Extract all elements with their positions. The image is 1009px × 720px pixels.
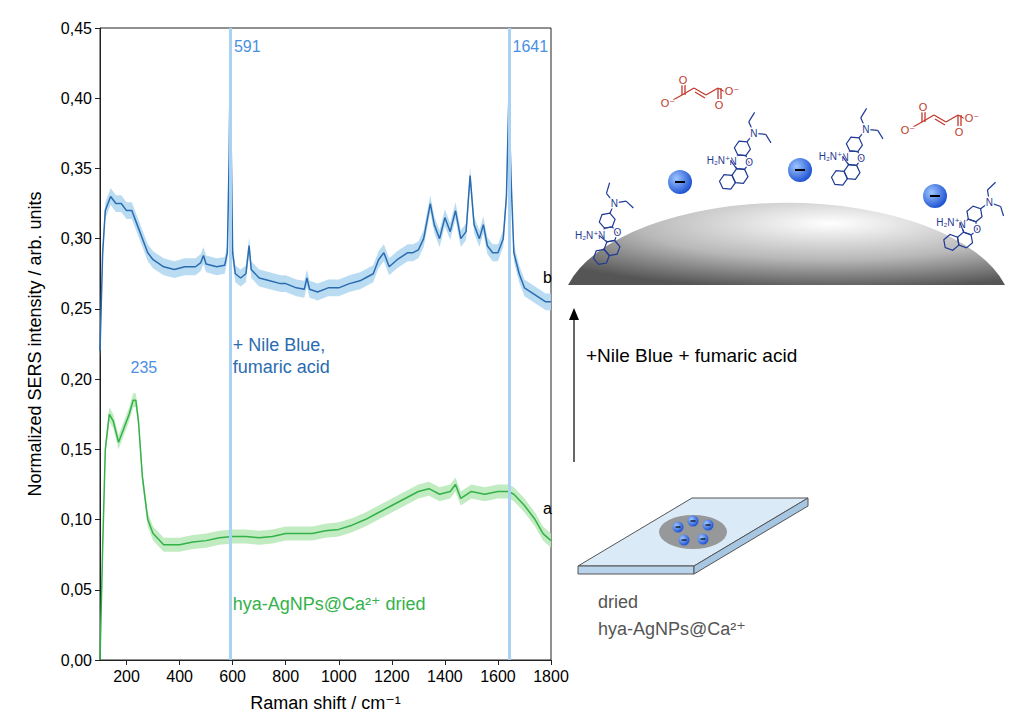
- svg-text:N: N: [611, 198, 618, 209]
- svg-text:0,35: 0,35: [61, 160, 92, 177]
- svg-text:0,10: 0,10: [61, 511, 92, 528]
- svg-text:1200: 1200: [374, 668, 410, 685]
- svg-text:0,20: 0,20: [61, 371, 92, 388]
- svg-text:0,00: 0,00: [61, 652, 92, 669]
- svg-text:1000: 1000: [321, 668, 357, 685]
- svg-text:Normalized SERS intensity / ar: Normalized SERS intensity / arb. units: [25, 191, 45, 496]
- svg-text:H₂N⁺: H₂N⁺: [707, 155, 731, 166]
- svg-text:0,45: 0,45: [61, 20, 92, 37]
- svg-text:N: N: [750, 128, 757, 139]
- svg-text:O: O: [715, 99, 724, 111]
- svg-text:1641: 1641: [513, 38, 549, 55]
- svg-text:O⁻: O⁻: [901, 124, 916, 136]
- svg-text:hya-AgNPs@Ca²⁺: hya-AgNPs@Ca²⁺: [598, 619, 746, 639]
- svg-text:235: 235: [131, 359, 158, 376]
- svg-text:1800: 1800: [533, 668, 569, 685]
- svg-text:O: O: [955, 126, 964, 138]
- svg-text:O⁻: O⁻: [661, 97, 676, 109]
- svg-text:200: 200: [113, 668, 140, 685]
- svg-text:H₂N⁺: H₂N⁺: [936, 217, 960, 228]
- svg-text:fumaric acid: fumaric acid: [233, 357, 330, 377]
- svg-text:0,15: 0,15: [61, 441, 92, 458]
- svg-text:dried: dried: [598, 592, 638, 612]
- svg-text:800: 800: [272, 668, 299, 685]
- svg-text:0,05: 0,05: [61, 581, 92, 598]
- svg-text:O: O: [745, 157, 753, 168]
- svg-text:+ Nile Blue,: + Nile Blue,: [233, 335, 326, 355]
- svg-text:O: O: [973, 224, 981, 235]
- svg-text:600: 600: [219, 668, 246, 685]
- svg-text:0,30: 0,30: [61, 230, 92, 247]
- svg-text:hya-AgNPs@Ca²⁺ dried: hya-AgNPs@Ca²⁺ dried: [233, 594, 426, 614]
- svg-text:400: 400: [166, 668, 193, 685]
- svg-text:N: N: [862, 124, 869, 135]
- svg-text:N: N: [842, 152, 849, 163]
- svg-text:O: O: [919, 101, 928, 113]
- svg-text:N: N: [986, 197, 993, 208]
- svg-text:O⁻: O⁻: [725, 85, 740, 97]
- svg-text:1400: 1400: [427, 668, 463, 685]
- svg-text:H₂N⁺: H₂N⁺: [575, 230, 599, 241]
- svg-text:H₂N⁺: H₂N⁺: [819, 151, 843, 162]
- svg-text:591: 591: [234, 38, 261, 55]
- svg-text:b: b: [543, 269, 552, 286]
- svg-text:Raman shift / cm⁻¹: Raman shift / cm⁻¹: [250, 693, 401, 713]
- svg-text:N: N: [598, 230, 605, 241]
- svg-text:0,40: 0,40: [61, 90, 92, 107]
- svg-text:0,25: 0,25: [61, 300, 92, 317]
- svg-text:O: O: [857, 153, 865, 164]
- svg-text:O: O: [679, 74, 688, 86]
- svg-text:1600: 1600: [480, 668, 516, 685]
- svg-text:a: a: [543, 500, 552, 517]
- svg-text:N: N: [730, 156, 737, 167]
- svg-text:+Nile Blue + fumaric acid: +Nile Blue + fumaric acid: [586, 345, 797, 366]
- svg-text:O⁻: O⁻: [965, 112, 980, 124]
- svg-text:N: N: [959, 219, 966, 230]
- svg-text:O: O: [614, 227, 622, 238]
